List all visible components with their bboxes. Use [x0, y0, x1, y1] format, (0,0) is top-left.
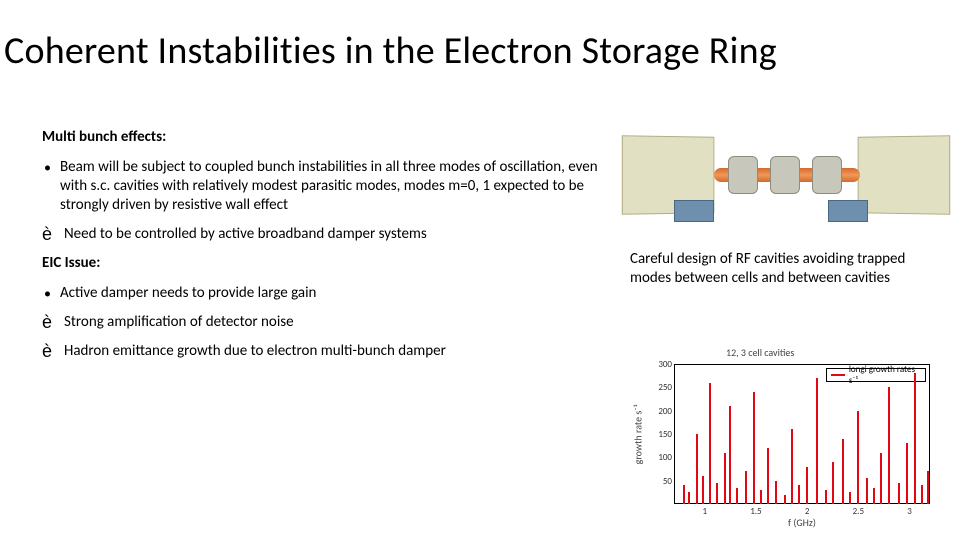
bullet-item-2: • Active damper needs to provide large g…	[42, 284, 602, 303]
chart-bar	[898, 483, 900, 504]
chart-bar	[888, 387, 890, 504]
cad-base-right	[828, 200, 868, 222]
cad-block-right	[858, 135, 951, 215]
cavity-cad-figure	[614, 110, 954, 238]
chart-bar	[767, 448, 769, 504]
left-column: Multi bunch effects: • Beam will be subj…	[42, 128, 602, 371]
chart-y-tick: 300	[648, 359, 672, 370]
chart-bar	[775, 481, 777, 504]
chart-bar	[825, 490, 827, 504]
chart-y-tick: 150	[648, 429, 672, 440]
cad-base-left	[674, 200, 714, 222]
arrow-item-3: è Hadron emittance growth due to electro…	[42, 342, 602, 361]
chart-bar	[857, 411, 859, 504]
chart-bar	[745, 471, 747, 504]
bullet-glyph: •	[42, 284, 60, 303]
slide-title: Coherent Instabilities in the Electron S…	[4, 28, 777, 74]
arrow-text-3: Hadron emittance growth due to electron …	[64, 342, 446, 361]
chart-bar	[716, 483, 718, 504]
chart-bar	[906, 443, 908, 504]
chart-bar	[791, 429, 793, 504]
arrow-item-2: è Strong amplification of detector noise	[42, 313, 602, 332]
chart-bar	[806, 467, 808, 504]
chart-bar	[736, 488, 738, 504]
arrow-text-2: Strong amplification of detector noise	[64, 313, 294, 332]
growth-rate-chart: 12, 3 cell cavities longi growth rates s…	[638, 344, 938, 534]
chart-bar	[873, 488, 875, 504]
cad-cavity-cell	[770, 156, 800, 194]
chart-bar	[849, 492, 851, 504]
chart-x-axis-label: f (GHz)	[788, 516, 816, 529]
chart-x-tick: 1.5	[750, 506, 761, 517]
chart-bar	[914, 373, 916, 504]
arrow-item-1: è Need to be controlled by active broadb…	[42, 225, 602, 244]
right-column: Careful design of RF cavities avoiding t…	[630, 250, 920, 288]
bullet-item-1: • Beam will be subject to coupled bunch …	[42, 158, 602, 215]
chart-bar	[816, 378, 818, 504]
chart-bar	[729, 406, 731, 504]
arrow-icon: è	[42, 342, 64, 361]
bullet-glyph: •	[42, 158, 60, 177]
chart-bar	[927, 471, 929, 504]
chart-x-tick: 3	[907, 506, 912, 517]
arrow-icon: è	[42, 225, 64, 244]
chart-bar	[709, 383, 711, 504]
chart-bar	[921, 485, 923, 504]
cad-cavity-cell	[812, 156, 842, 194]
chart-y-tick: 100	[648, 452, 672, 463]
chart-bar	[880, 453, 882, 504]
chart-x-tick: 1	[702, 506, 707, 517]
chart-title: 12, 3 cell cavities	[726, 346, 794, 359]
chart-x-tick: 2	[805, 506, 810, 517]
chart-bar	[798, 485, 800, 504]
section-eic-issue-label: EIC Issue:	[42, 254, 602, 272]
chart-y-axis-label: growth rate s⁻¹	[631, 405, 644, 465]
chart-bar	[866, 478, 868, 504]
section-multi-bunch-label: Multi bunch effects:	[42, 128, 602, 146]
chart-bar	[688, 492, 690, 504]
chart-bar	[832, 462, 834, 504]
cavity-caption: Careful design of RF cavities avoiding t…	[630, 250, 920, 288]
cad-cavity-cell	[728, 156, 758, 194]
chart-bar	[683, 485, 685, 504]
chart-bar	[760, 490, 762, 504]
bullet-text-1: Beam will be subject to coupled bunch in…	[60, 158, 602, 215]
chart-y-tick: 200	[648, 406, 672, 417]
chart-y-tick: 250	[648, 382, 672, 393]
bullet-text-2: Active damper needs to provide large gai…	[60, 284, 316, 303]
chart-y-tick: 50	[648, 476, 672, 487]
arrow-icon: è	[42, 313, 64, 332]
chart-bar	[784, 495, 786, 504]
chart-bar	[696, 434, 698, 504]
chart-bar	[842, 439, 844, 504]
chart-bar	[753, 392, 755, 504]
chart-bar	[702, 476, 704, 504]
chart-bars-container	[674, 364, 930, 504]
chart-x-tick: 2.5	[853, 506, 864, 517]
arrow-text-1: Need to be controlled by active broadban…	[64, 225, 427, 244]
chart-bar	[724, 453, 726, 504]
